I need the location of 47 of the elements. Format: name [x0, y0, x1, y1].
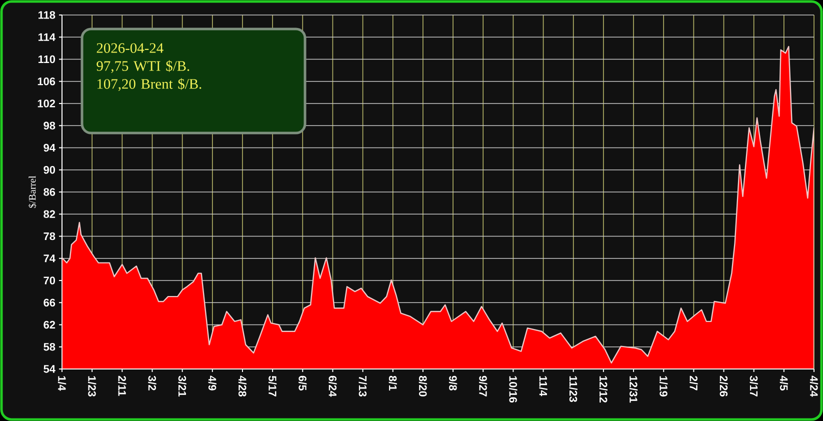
x-tick-label: 11/23 — [569, 376, 578, 402]
y-axis-title: $/Barrel — [28, 176, 36, 208]
x-tick-label: 1/23 — [88, 376, 96, 396]
y-tick-label: 110 — [38, 55, 56, 64]
annotation: 97,75 WTI $/B. — [96, 60, 190, 73]
y-tick-label: 70 — [44, 276, 56, 284]
x-tick-label: 3/17 — [750, 376, 758, 396]
y-tick-label: 82 — [44, 210, 56, 218]
y-tick-label: 66 — [44, 298, 56, 307]
y-tick-label: 62 — [44, 320, 56, 329]
y-tick-label: 94 — [44, 144, 56, 152]
x-tick-label: 11/4 — [539, 376, 548, 396]
y-tick-label: 86 — [44, 188, 56, 196]
annotation: 2026-04-24 — [96, 43, 164, 53]
y-tick-label: 58 — [44, 343, 56, 351]
x-tick-label: 4/24 — [810, 376, 818, 397]
x-tick-label: 12/31 — [629, 376, 638, 403]
x-tick-label: 6/24 — [328, 376, 337, 397]
x-tick-label: 3/21 — [178, 376, 186, 397]
x-tick-label: 8/20 — [418, 376, 428, 396]
x-tick-label: 2/7 — [690, 376, 698, 390]
y-tick-label: 106 — [38, 78, 56, 86]
annotation: 107,20 Brent $/B. — [97, 78, 202, 91]
x-tick-label: 4/5 — [780, 376, 788, 390]
x-tick-label: 8/1 — [388, 376, 397, 390]
x-tick-label: 12/12 — [599, 376, 608, 402]
y-tick-label: 118 — [38, 11, 56, 19]
x-tick-label: 6/5 — [298, 376, 307, 390]
y-tick-label: 114 — [38, 33, 56, 41]
x-tick-label: 9/27 — [479, 376, 488, 396]
x-tick-label: 7/13 — [358, 376, 367, 396]
x-tick-label: 2/11 — [118, 376, 126, 396]
x-tick-label: 3/2 — [148, 376, 156, 390]
x-tick-label: 9/8 — [448, 376, 458, 390]
y-tick-label: 102 — [38, 100, 56, 108]
x-tick-label: 5/17 — [268, 376, 277, 396]
y-tick-label: 98 — [44, 122, 56, 130]
y-tick-label: 78 — [44, 232, 56, 240]
x-tick-label: 4/9 — [208, 376, 216, 390]
y-tick-label: 74 — [44, 254, 56, 262]
x-tick-label: 1/4 — [58, 376, 66, 391]
x-tick-label: 2/26 — [720, 376, 728, 396]
x-tick-label: 10/16 — [509, 376, 518, 403]
y-tick-label: 54 — [44, 365, 56, 373]
x-tick-label: 1/19 — [660, 376, 668, 396]
y-tick-label: 90 — [44, 166, 56, 174]
x-tick-label: 4/28 — [238, 376, 247, 397]
